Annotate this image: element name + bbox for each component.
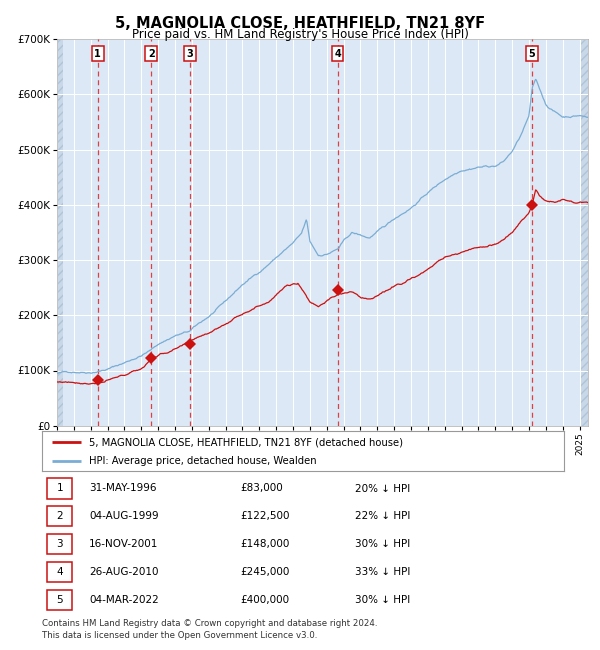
Text: 31-MAY-1996: 31-MAY-1996	[89, 484, 157, 493]
Text: 1: 1	[94, 49, 101, 58]
Text: 4: 4	[334, 49, 341, 58]
FancyBboxPatch shape	[47, 478, 72, 499]
FancyBboxPatch shape	[47, 506, 72, 526]
Text: Contains HM Land Registry data © Crown copyright and database right 2024.: Contains HM Land Registry data © Crown c…	[42, 619, 377, 628]
Text: Price paid vs. HM Land Registry's House Price Index (HPI): Price paid vs. HM Land Registry's House …	[131, 28, 469, 41]
Text: 5: 5	[529, 49, 535, 58]
FancyBboxPatch shape	[47, 534, 72, 554]
Text: 1: 1	[56, 484, 63, 493]
Text: £122,500: £122,500	[241, 512, 290, 521]
Text: £83,000: £83,000	[241, 484, 283, 493]
Text: 4: 4	[56, 567, 63, 577]
Text: 2: 2	[56, 512, 63, 521]
Text: HPI: Average price, detached house, Wealden: HPI: Average price, detached house, Weal…	[89, 456, 317, 466]
Text: 30% ↓ HPI: 30% ↓ HPI	[355, 595, 410, 605]
Text: 5: 5	[56, 595, 63, 605]
Text: 16-NOV-2001: 16-NOV-2001	[89, 540, 158, 549]
Text: 3: 3	[56, 540, 63, 549]
Text: 04-AUG-1999: 04-AUG-1999	[89, 512, 158, 521]
Text: 30% ↓ HPI: 30% ↓ HPI	[355, 540, 410, 549]
FancyBboxPatch shape	[47, 590, 72, 610]
Text: £400,000: £400,000	[241, 595, 289, 605]
FancyBboxPatch shape	[47, 562, 72, 582]
Text: 22% ↓ HPI: 22% ↓ HPI	[355, 512, 410, 521]
Text: 3: 3	[187, 49, 193, 58]
Text: £148,000: £148,000	[241, 540, 290, 549]
Text: 33% ↓ HPI: 33% ↓ HPI	[355, 567, 410, 577]
Text: £245,000: £245,000	[241, 567, 290, 577]
Text: 04-MAR-2022: 04-MAR-2022	[89, 595, 159, 605]
Text: This data is licensed under the Open Government Licence v3.0.: This data is licensed under the Open Gov…	[42, 630, 317, 640]
Text: 2: 2	[148, 49, 155, 58]
Text: 5, MAGNOLIA CLOSE, HEATHFIELD, TN21 8YF: 5, MAGNOLIA CLOSE, HEATHFIELD, TN21 8YF	[115, 16, 485, 31]
Text: 20% ↓ HPI: 20% ↓ HPI	[355, 484, 410, 493]
Text: 26-AUG-2010: 26-AUG-2010	[89, 567, 158, 577]
Text: 5, MAGNOLIA CLOSE, HEATHFIELD, TN21 8YF (detached house): 5, MAGNOLIA CLOSE, HEATHFIELD, TN21 8YF …	[89, 437, 403, 447]
